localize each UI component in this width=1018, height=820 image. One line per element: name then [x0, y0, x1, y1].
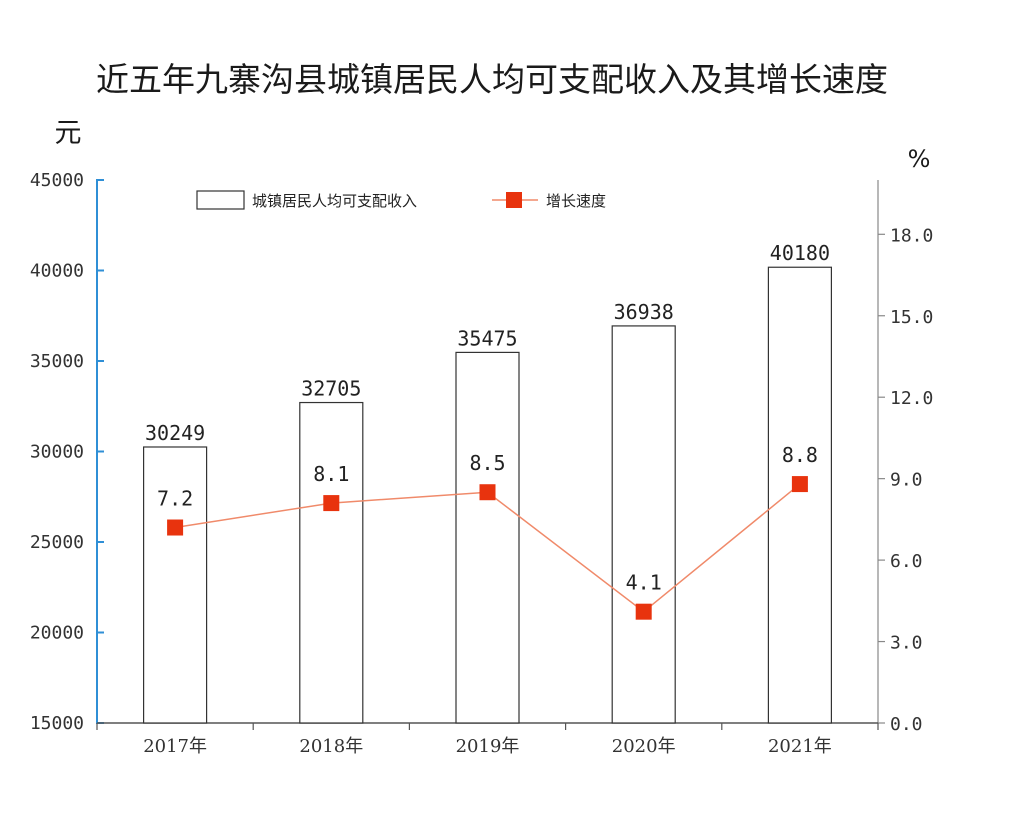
x-axis-tick-label: 2019年 [456, 736, 520, 757]
bar [767, 266, 833, 724]
left-axis-tick-label: 20000 [30, 623, 84, 644]
growth-rate-marker [167, 519, 184, 536]
left-axis-tick-label: 25000 [30, 532, 84, 553]
bars [143, 266, 833, 724]
bar [611, 325, 676, 724]
right-axis-tick-label: 15.0 [890, 307, 933, 328]
left-axis-tick-label: 30000 [30, 442, 84, 463]
x-axis-tick-label: 2017年 [143, 736, 207, 757]
growth-rate-marker [479, 484, 496, 501]
legend: 城镇居民人均可支配收入 增长速度 [196, 190, 606, 210]
growth-rate-marker [791, 476, 808, 493]
legend-bar-swatch [196, 190, 245, 210]
growth-rate-line [167, 476, 808, 620]
bar [143, 446, 208, 724]
axes: 15000 20000 25000 30000 35000 40000 45000 0.0 3.… [30, 170, 934, 757]
growth-rate-label: 8.5 [469, 451, 505, 475]
left-axis-unit: 元 [55, 118, 82, 149]
growth-rate-label: 7.2 [157, 487, 193, 511]
bar [299, 401, 364, 724]
bar [455, 351, 520, 724]
bar-value-label: 30249 [145, 421, 205, 445]
x-axis-tick-label: 2020年 [612, 736, 676, 757]
bar-value-label: 35475 [457, 326, 517, 350]
growth-rate-marker [635, 603, 652, 620]
growth-rate-label: 4.1 [626, 571, 662, 595]
legend-marker-swatch [506, 192, 522, 208]
chart-title: 近五年九寨沟县城镇居民人均可支配收入及其增长速度 [96, 60, 888, 99]
legend-line-label: 增长速度 [546, 192, 606, 210]
growth-rate-label: 8.1 [313, 462, 349, 486]
bar-value-label: 40180 [770, 241, 830, 265]
growth-rate-label: 8.8 [782, 443, 818, 467]
left-axis-tick-label: 45000 [30, 170, 84, 191]
left-axis-tick-label: 15000 [30, 713, 84, 734]
right-axis-tick-label: 9.0 [890, 470, 923, 491]
left-axis-tick-label: 40000 [30, 261, 84, 282]
right-axis-tick-label: 0.0 [890, 714, 923, 735]
left-axis-tick-label: 35000 [30, 351, 84, 372]
x-axis-tick-label: 2021年 [768, 736, 832, 757]
right-axis-unit: % [908, 145, 931, 173]
bar-value-label: 36938 [614, 300, 674, 324]
growth-rate-marker [323, 495, 340, 512]
right-axis-tick-label: 3.0 [890, 633, 923, 654]
legend-bar-label: 城镇居民人均可支配收入 [252, 192, 417, 210]
right-axis-tick-label: 18.0 [890, 225, 933, 246]
bar-value-label: 32705 [301, 377, 361, 401]
right-axis-tick-label: 12.0 [890, 388, 933, 409]
x-axis-tick-label: 2018年 [299, 736, 363, 757]
data-labels: 30249 32705 35475 36938 40180 7.2 8.1 8.5 4.1 8.8 [145, 241, 830, 594]
right-axis-tick-label: 6.0 [890, 551, 923, 572]
